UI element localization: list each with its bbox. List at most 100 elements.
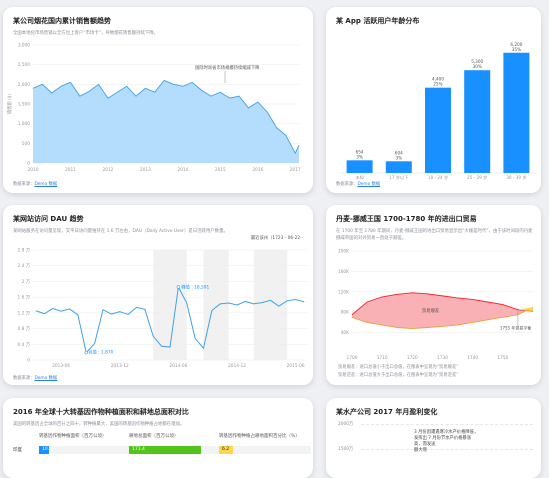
- y-tick-label: 2,500: [18, 62, 31, 68]
- data-point: [210, 95, 212, 97]
- category-label: 未知: [355, 174, 363, 181]
- x-tick-label: 2013-12: [111, 363, 129, 369]
- row-label-india: 印度: [13, 448, 22, 453]
- x-tick-label: 2015-06: [287, 363, 305, 369]
- bar-percent: 6.2: [219, 446, 233, 454]
- data-point: [236, 304, 238, 306]
- data-point: [257, 101, 259, 103]
- card-sales-trend: 某公司烟花国内累计销售额趋势 全国本地化市场营销以全方位上客户“市场卡”，导致烟…: [3, 7, 313, 193]
- data-point: [295, 299, 296, 300]
- x-tick-label: 2013-06: [52, 363, 70, 369]
- y-tick-label: 200K: [338, 249, 349, 255]
- annotation-line: 额大增: [414, 448, 427, 453]
- bar-percent-label: 35%: [512, 47, 521, 52]
- import-point: [396, 327, 398, 328]
- card-title: 某 App 活跃用户年龄分布: [336, 17, 420, 25]
- export-point: [502, 304, 504, 305]
- source-link[interactable]: Demo 数据: [34, 376, 58, 381]
- data-point: [303, 301, 305, 303]
- card-footer: 数据来源：Demo 数据: [336, 181, 380, 187]
- surplus-label: 贸易顺差: [422, 307, 440, 314]
- data-point: [144, 309, 146, 310]
- card-age-distribution: 某 App 活跃用户年龄分布 654 3% 未知 604 3% 17 岁以下 4,400 25…: [326, 7, 541, 193]
- data-point: [32, 87, 34, 89]
- data-point: [248, 107, 249, 109]
- import-point: [457, 324, 458, 326]
- data-point: [253, 303, 255, 305]
- profit-annotation: 3 月份因遭遇寒冷水产价格降低， 发挥出 7 月份节水产价格暴涨 高，而发送 额…: [414, 430, 478, 454]
- bar-3: [464, 70, 491, 173]
- y-tick-label: 40K: [341, 330, 349, 336]
- y-tick-label: 3,000: [18, 43, 31, 49]
- y-tick-label: 1,000: [18, 121, 31, 127]
- peak-marker: [176, 285, 181, 289]
- x-tick-label: 2014-06: [169, 363, 187, 369]
- data-point: [238, 95, 240, 97]
- data-point: [152, 336, 154, 337]
- export-point: [427, 293, 428, 295]
- export-point: [457, 297, 458, 299]
- data-point: [107, 97, 109, 99]
- data-point: [266, 111, 268, 113]
- bar-4: [503, 52, 530, 173]
- data-point: [186, 302, 188, 304]
- data-point: [136, 307, 137, 308]
- data-point: [88, 91, 90, 92]
- y-tick-label: 2.8 万: [18, 248, 31, 254]
- import-point: [502, 317, 504, 318]
- x-tick-label: 1700: [347, 355, 358, 360]
- data-point: [51, 92, 53, 94]
- source-link[interactable]: Demo 数据: [357, 182, 381, 187]
- export-point: [442, 295, 443, 297]
- trade-note-deficit: 贸易逆差：进口总值大于出口总值，在图表中呈现为“贸易逆差”: [338, 373, 459, 378]
- area-fill: [33, 80, 299, 163]
- gridline: [361, 424, 533, 425]
- export-point: [472, 299, 473, 300]
- area-line: [32, 79, 300, 155]
- x-tick-label: 2015: [215, 167, 226, 173]
- data-point: [127, 314, 129, 315]
- bar-percent-label: 30%: [473, 64, 482, 69]
- bar-gm-area: 10.8: [39, 446, 52, 454]
- annotation-line: 发挥出 7 月份节水产价格暴涨: [414, 436, 472, 441]
- bar-value-label: 6,200: [510, 42, 522, 47]
- data-point: [298, 145, 300, 146]
- deficit-area: [517, 307, 533, 312]
- low-label: 谷值 : 1,870: [88, 349, 113, 356]
- bar-0: [346, 160, 373, 173]
- category-label: 30 - 39 岁: [506, 174, 526, 181]
- import-point: [381, 324, 383, 326]
- x-tick-label: 2014-12: [228, 363, 246, 369]
- trade-area-chart: 40K 80K 120K 160K 200K 1700 1710 1720 1730 1740 17…: [338, 249, 534, 360]
- data-point: [52, 308, 54, 309]
- x-tick-label: 1710: [377, 355, 388, 360]
- chart-annotation: 国际时尚省市场规模持续缩减下降: [195, 64, 260, 71]
- export-point: [412, 292, 413, 294]
- dau-line-chart: 0 0.4 万 0.8 万 1.2 万 1.6 万 2 万 2.4 万 2.8 万 2013-0…: [18, 248, 307, 369]
- bar-total-area: 171.4: [129, 446, 201, 454]
- y-tick-label: 500: [22, 141, 30, 147]
- card-title: 丹麦-挪威王国 1700-1780 年的进出口贸易: [336, 215, 477, 223]
- data-point: [182, 86, 184, 87]
- data-point: [42, 84, 43, 85]
- source-link[interactable]: Demo 数据: [34, 182, 58, 187]
- data-point: [135, 95, 137, 97]
- bar-value-label: 654: [356, 149, 364, 154]
- y-tick-label: 1.2 万: [18, 310, 31, 316]
- data-point: [169, 346, 171, 348]
- y-tick-label: 80K: [341, 310, 349, 316]
- y-tick-2000: 2000万: [338, 422, 354, 427]
- export-point: [487, 301, 489, 303]
- range-selector[interactable]: 最近该州（1723 - 06-22 -: [250, 236, 303, 241]
- y-tick-label: 0.4 万: [18, 342, 31, 348]
- y-tick-label: 1,500: [18, 102, 31, 108]
- data-point: [60, 86, 62, 87]
- card-trade: 丹麦-挪威王国 1700-1780 年的进出口贸易 在 1700 年至 1780…: [326, 205, 541, 385]
- y-tick-label: 0: [27, 161, 30, 167]
- export-point: [396, 294, 398, 295]
- card-subtitle: 全国本地化市场营销以全方位上客户“市场卡”，导致烟花销售额持续下降。: [13, 31, 159, 36]
- data-point: [116, 91, 118, 93]
- footer-prefix: 数据来源：: [13, 376, 35, 381]
- import-point: [472, 322, 473, 323]
- y-axis-label: 销售额 ($): [6, 94, 13, 115]
